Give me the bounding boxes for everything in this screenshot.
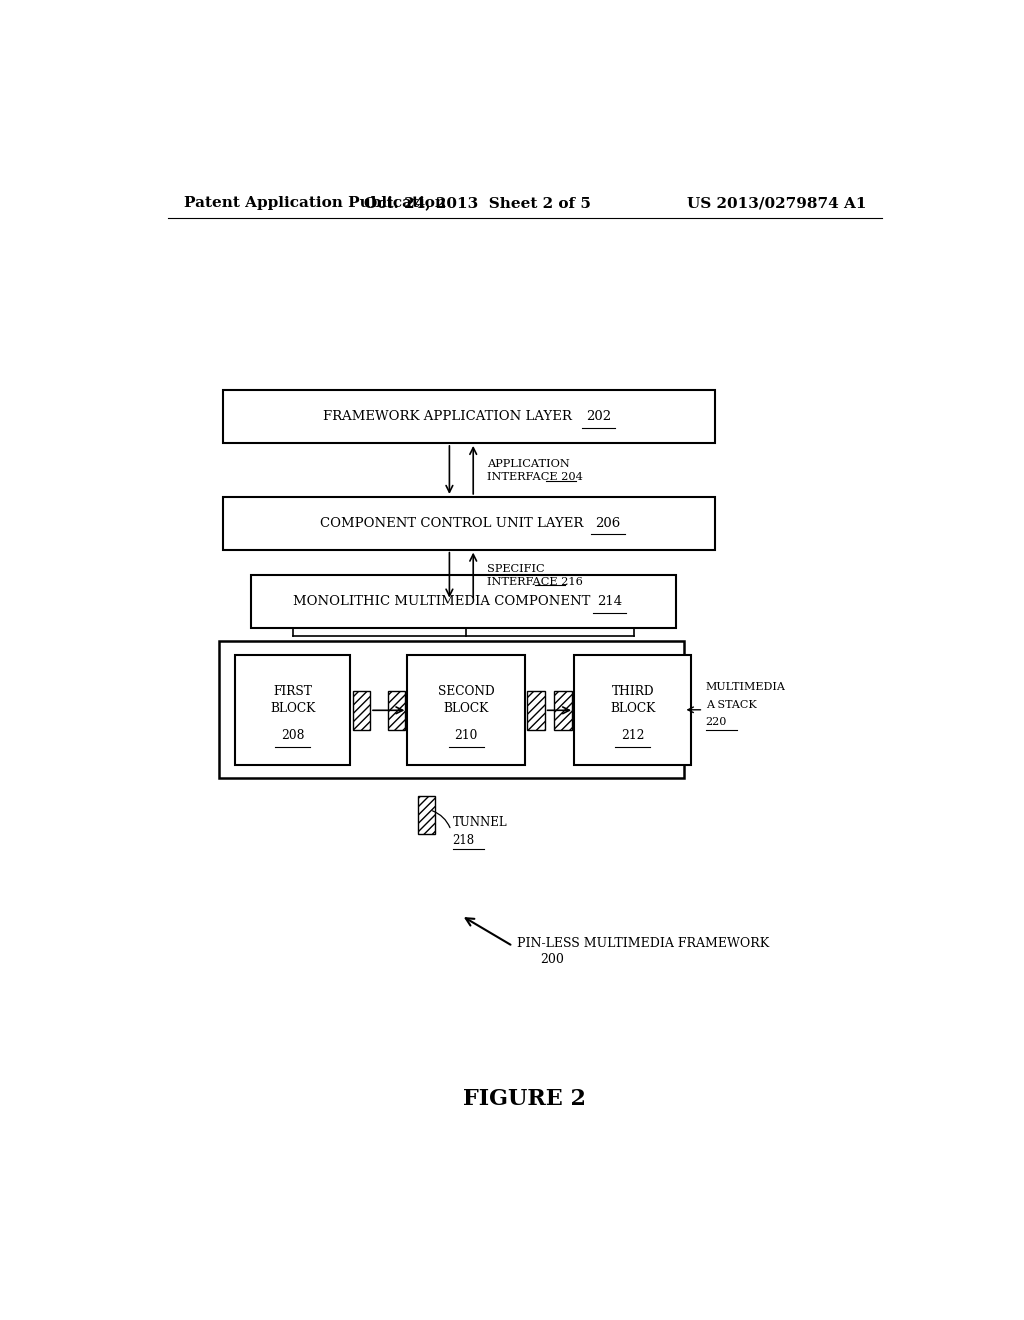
Text: 212: 212 (621, 729, 644, 742)
Text: MULTIMEDIA: MULTIMEDIA (706, 682, 785, 693)
Text: SECOND
BLOCK: SECOND BLOCK (437, 685, 495, 715)
Text: PIN-LESS MULTIMEDIA FRAMEWORK: PIN-LESS MULTIMEDIA FRAMEWORK (517, 937, 769, 949)
Text: 206: 206 (596, 517, 621, 529)
Text: 208: 208 (281, 729, 304, 742)
Text: 220: 220 (706, 717, 727, 727)
Text: MONOLITHIC MULTIMEDIA COMPONENT: MONOLITHIC MULTIMEDIA COMPONENT (293, 595, 594, 609)
Bar (387, 690, 404, 730)
Bar (527, 690, 545, 730)
Bar (223, 496, 715, 549)
Text: US 2013/0279874 A1: US 2013/0279874 A1 (686, 197, 866, 210)
Text: 214: 214 (598, 595, 623, 609)
Bar (223, 391, 715, 444)
Bar (236, 656, 350, 766)
Text: COMPONENT CONTROL UNIT LAYER: COMPONENT CONTROL UNIT LAYER (319, 517, 587, 529)
Bar (352, 690, 370, 730)
Bar (219, 642, 684, 779)
Text: TUNNEL: TUNNEL (453, 816, 507, 829)
Bar (554, 690, 571, 730)
Text: THIRD
BLOCK: THIRD BLOCK (610, 685, 655, 715)
Bar (418, 796, 435, 834)
Text: Oct. 24, 2013  Sheet 2 of 5: Oct. 24, 2013 Sheet 2 of 5 (364, 197, 591, 210)
Text: FIGURE 2: FIGURE 2 (463, 1088, 587, 1110)
Text: Patent Application Publication: Patent Application Publication (183, 197, 445, 210)
Text: A STACK: A STACK (706, 700, 757, 710)
Bar (251, 576, 676, 628)
Text: APPLICATION
INTERFACE 204: APPLICATION INTERFACE 204 (486, 459, 583, 482)
Text: FIRST
BLOCK: FIRST BLOCK (270, 685, 315, 715)
Text: 218: 218 (453, 834, 475, 847)
Text: SPECIFIC
INTERFACE 216: SPECIFIC INTERFACE 216 (486, 564, 583, 586)
Text: 202: 202 (586, 411, 611, 424)
Text: 200: 200 (541, 953, 564, 966)
Text: 210: 210 (455, 729, 478, 742)
Bar (574, 656, 691, 766)
Bar (408, 656, 524, 766)
Text: FRAMEWORK APPLICATION LAYER: FRAMEWORK APPLICATION LAYER (323, 411, 575, 424)
